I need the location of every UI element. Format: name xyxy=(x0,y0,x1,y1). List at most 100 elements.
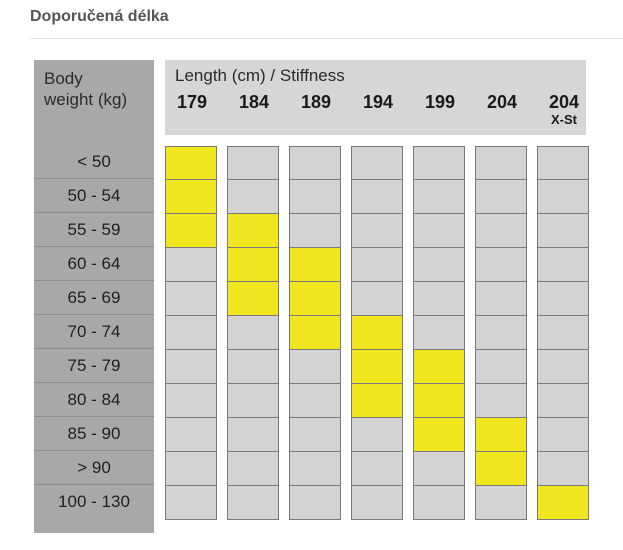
length-values: 179 184 189 194 199 204 204 X-St xyxy=(165,92,586,132)
weight-row-label: < 50 xyxy=(34,145,154,179)
grid-cell xyxy=(351,214,403,248)
grid-cell xyxy=(165,282,217,316)
recommended-cell xyxy=(537,486,589,520)
weight-row-label: > 90 xyxy=(34,451,154,485)
recommended-cell xyxy=(475,418,527,452)
grid-cell xyxy=(475,248,527,282)
stiffness-label: X-St xyxy=(551,112,577,127)
divider xyxy=(30,38,623,39)
length-column xyxy=(413,146,465,520)
length-column xyxy=(537,146,589,520)
length-header: Length (cm) / Stiffness 179 184 189 194 199 2… xyxy=(165,60,586,135)
length-label: 204 X-St xyxy=(537,92,591,127)
length-label: 204 xyxy=(475,92,529,113)
recommended-cell xyxy=(351,384,403,418)
weight-row-label: 70 - 74 xyxy=(34,315,154,349)
grid-cell xyxy=(475,180,527,214)
grid-cell xyxy=(165,316,217,350)
grid-cell xyxy=(289,486,341,520)
grid-cell xyxy=(413,316,465,350)
grid-cell xyxy=(475,282,527,316)
recommended-cell xyxy=(413,350,465,384)
recommended-cell xyxy=(165,180,217,214)
grid-cell xyxy=(475,350,527,384)
length-column xyxy=(475,146,527,520)
grid-cell xyxy=(537,180,589,214)
length-label: 179 xyxy=(165,92,219,113)
grid-cell xyxy=(351,452,403,486)
recommended-cell xyxy=(289,248,341,282)
grid-cell xyxy=(227,146,279,180)
recommended-cell xyxy=(289,282,341,316)
recommended-cell xyxy=(475,452,527,486)
grid-cell xyxy=(165,418,217,452)
length-label: 184 xyxy=(227,92,281,113)
recommended-cell xyxy=(227,282,279,316)
grid-cell xyxy=(289,452,341,486)
body-weight-column xyxy=(34,60,154,533)
length-label: 199 xyxy=(413,92,467,113)
recommended-cell xyxy=(165,214,217,248)
length-value: 189 xyxy=(300,92,332,112)
weight-row-label: 80 - 84 xyxy=(34,383,154,417)
grid-cell xyxy=(351,248,403,282)
weight-row-label: 50 - 54 xyxy=(34,179,154,213)
grid-cell xyxy=(475,316,527,350)
length-label: 189 xyxy=(289,92,343,113)
grid-cell xyxy=(413,214,465,248)
grid-cell xyxy=(289,146,341,180)
grid-cell xyxy=(165,384,217,418)
recommended-cell xyxy=(351,316,403,350)
grid-cell xyxy=(351,146,403,180)
grid-cell xyxy=(537,214,589,248)
recommended-cell xyxy=(289,316,341,350)
length-column xyxy=(227,146,279,520)
grid-cell xyxy=(351,180,403,214)
weight-row-label: 85 - 90 xyxy=(34,417,154,451)
grid-cell xyxy=(289,180,341,214)
length-value: 194 xyxy=(362,92,394,112)
recommended-cell xyxy=(413,384,465,418)
recommended-cell xyxy=(413,418,465,452)
grid-cell xyxy=(165,486,217,520)
grid-cell xyxy=(227,180,279,214)
weight-row-label: 65 - 69 xyxy=(34,281,154,315)
grid-cell xyxy=(165,350,217,384)
weight-row-label: 100 - 130 xyxy=(58,492,130,511)
grid-cell xyxy=(413,146,465,180)
weight-rows: < 50 50 - 54 55 - 59 60 - 64 65 - 69 70 - 74 7… xyxy=(34,145,154,519)
grid-cell xyxy=(413,452,465,486)
weight-row-label: 60 - 64 xyxy=(34,247,154,281)
grid-cell xyxy=(227,384,279,418)
grid-cell xyxy=(537,248,589,282)
grid-cell xyxy=(413,248,465,282)
length-value: 204 xyxy=(486,92,518,112)
length-column xyxy=(165,146,217,520)
length-label: 194 xyxy=(351,92,405,113)
recommended-cell xyxy=(227,214,279,248)
grid-cell xyxy=(537,146,589,180)
grid-cell xyxy=(351,418,403,452)
length-column xyxy=(289,146,341,520)
length-value: 179 xyxy=(176,92,208,112)
grid-cell xyxy=(289,350,341,384)
grid-cell xyxy=(165,248,217,282)
grid-cell xyxy=(537,418,589,452)
length-value: 199 xyxy=(424,92,456,112)
grid-cell xyxy=(537,350,589,384)
body-weight-label-line1: Body xyxy=(44,69,83,88)
grid-cell xyxy=(413,282,465,316)
grid-cell xyxy=(537,384,589,418)
grid-cell xyxy=(537,316,589,350)
length-column xyxy=(351,146,403,520)
grid-cell xyxy=(475,214,527,248)
grid-cell xyxy=(537,452,589,486)
grid-cell xyxy=(227,316,279,350)
length-stiffness-title: Length (cm) / Stiffness xyxy=(175,66,345,85)
weight-row-label: 75 - 79 xyxy=(34,349,154,383)
grid-cell xyxy=(475,486,527,520)
recommended-cell xyxy=(227,248,279,282)
grid-cell xyxy=(475,384,527,418)
grid-cell xyxy=(351,486,403,520)
grid-cell xyxy=(351,282,403,316)
